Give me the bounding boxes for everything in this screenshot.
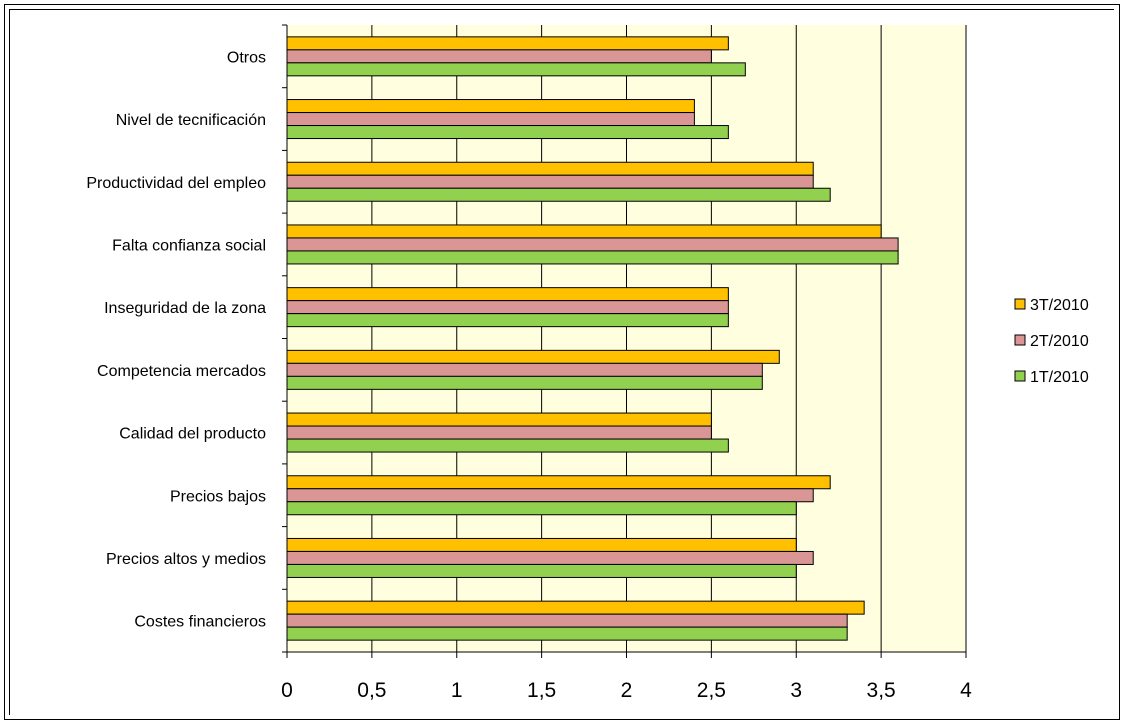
bar-2-2: [286, 187, 831, 202]
x-tick-label-4: 2: [621, 679, 633, 702]
category-label-0: Otros: [227, 49, 266, 66]
bar-0-2: [286, 161, 814, 176]
bar-1-5: [286, 362, 763, 377]
x-tick-label-6: 3: [790, 679, 802, 702]
bar-0-9: [286, 600, 865, 615]
category-label-7: Precios bajos: [170, 488, 266, 505]
bar-1-3: [286, 237, 899, 252]
bar-1-9: [286, 613, 848, 628]
bar-2-0: [286, 62, 746, 77]
bar-2-9: [286, 626, 848, 641]
x-tick-label-2: 1: [451, 679, 463, 702]
category-label-6: Calidad del producto: [119, 426, 266, 443]
category-label-8: Precios altos y medios: [106, 551, 266, 568]
bar-2-4: [286, 313, 729, 328]
bar-2-8: [286, 563, 797, 578]
bar-1-4: [286, 300, 729, 315]
bar-1-8: [286, 550, 814, 565]
category-label-1: Nivel de tecnificación: [116, 112, 266, 129]
bar-0-7: [286, 475, 831, 490]
legend-label-0: 3T/2010: [1030, 297, 1089, 314]
bar-0-1: [286, 99, 695, 114]
bar-2-1: [286, 125, 729, 140]
legend-swatch-1: [1014, 334, 1026, 346]
bar-1-7: [286, 488, 814, 503]
bar-1-6: [286, 425, 712, 440]
x-tick-label-5: 2,5: [697, 679, 726, 702]
bar-0-4: [286, 287, 729, 302]
legend-label-1: 2T/2010: [1030, 333, 1089, 350]
chart-frame: [4, 4, 1120, 720]
bar-1-0: [286, 49, 712, 64]
bar-2-6: [286, 438, 729, 453]
x-tick-label-7: 3,5: [867, 679, 896, 702]
bar-2-5: [286, 375, 763, 390]
bar-0-8: [286, 537, 797, 552]
legend-label-2: 1T/2010: [1030, 369, 1089, 386]
bar-0-6: [286, 412, 712, 427]
bar-1-1: [286, 112, 695, 127]
x-tick-label-1: 0,5: [357, 679, 386, 702]
bar-0-5: [286, 349, 780, 364]
category-label-2: Productividad del empleo: [86, 175, 266, 192]
bar-2-7: [286, 501, 797, 516]
bar-0-0: [286, 36, 729, 51]
x-tick-label-8: 4: [960, 679, 972, 702]
x-tick-label-3: 1,5: [527, 679, 556, 702]
category-label-5: Competencia mercados: [97, 363, 266, 380]
chart-area-border: [9, 9, 1114, 715]
bar-1-2: [286, 174, 814, 189]
bar-0-3: [286, 224, 882, 239]
x-tick-label-0: 0: [281, 679, 293, 702]
category-label-3: Falta confianza social: [112, 237, 266, 254]
legend-swatch-0: [1014, 298, 1026, 310]
bar-2-3: [286, 250, 899, 265]
legend-swatch-2: [1014, 370, 1026, 382]
category-label-9: Costes financieros: [134, 614, 266, 631]
category-label-4: Inseguridad de la zona: [104, 300, 266, 317]
